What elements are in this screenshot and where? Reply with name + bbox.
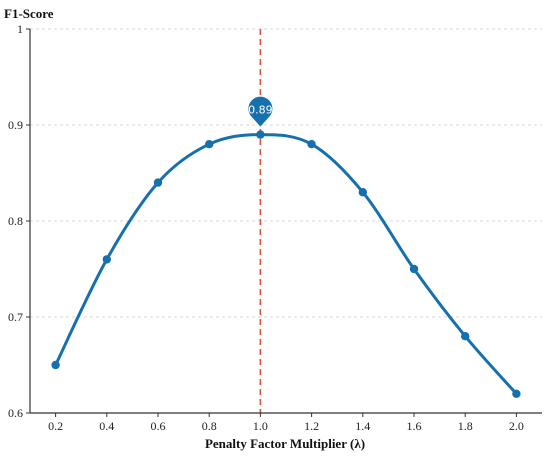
y-tick-label-4: 1 bbox=[17, 22, 23, 36]
peak-annotation: 0.89 bbox=[248, 96, 273, 127]
x-tick-label-0: 0.2 bbox=[48, 419, 63, 433]
y-tick-label-1: 0.7 bbox=[8, 310, 23, 324]
y-tick-label-2: 0.8 bbox=[8, 214, 23, 228]
series-line bbox=[54, 133, 518, 396]
annotation-label: 0.89 bbox=[248, 104, 273, 117]
x-tick-label-4: 1.0 bbox=[253, 419, 268, 433]
x-tick-label-2: 0.6 bbox=[151, 419, 166, 433]
gridlines bbox=[30, 28, 542, 318]
data-point-6 bbox=[358, 188, 367, 197]
x-tick-label-5: 1.2 bbox=[304, 419, 319, 433]
x-axis-title: Penalty Factor Multiplier (λ) bbox=[205, 436, 365, 451]
x-tick-label-1: 0.4 bbox=[99, 419, 114, 433]
y-axis-title: F1-Score bbox=[4, 6, 54, 21]
y-tick-label-0: 0.6 bbox=[8, 406, 23, 420]
data-point-2 bbox=[153, 178, 163, 187]
data-point-5 bbox=[307, 140, 316, 149]
annotation-pin-icon bbox=[248, 96, 273, 127]
axes: 0.6 0.7 0.8 0.9 1 0.2 0.4 0.6 0.8 1.0 1.2 1.4 1.6 1.8… bbox=[8, 22, 542, 433]
x-tick-label-3: 0.8 bbox=[202, 419, 217, 433]
data-point-7 bbox=[409, 264, 419, 274]
x-tick-label-9: 2.0 bbox=[509, 419, 524, 433]
data-point-9 bbox=[512, 389, 521, 398]
x-tick-label-8: 1.8 bbox=[458, 419, 473, 433]
data-point-0 bbox=[51, 360, 60, 370]
data-point-3 bbox=[205, 140, 214, 149]
x-tick-label-7: 1.6 bbox=[407, 419, 422, 433]
data-point-8 bbox=[461, 332, 470, 341]
data-markers bbox=[51, 130, 521, 398]
data-point-1 bbox=[102, 255, 112, 264]
x-tick-label-6: 1.4 bbox=[355, 419, 370, 433]
y-tick-label-3: 0.9 bbox=[8, 118, 23, 132]
data-point-4 bbox=[256, 130, 265, 139]
